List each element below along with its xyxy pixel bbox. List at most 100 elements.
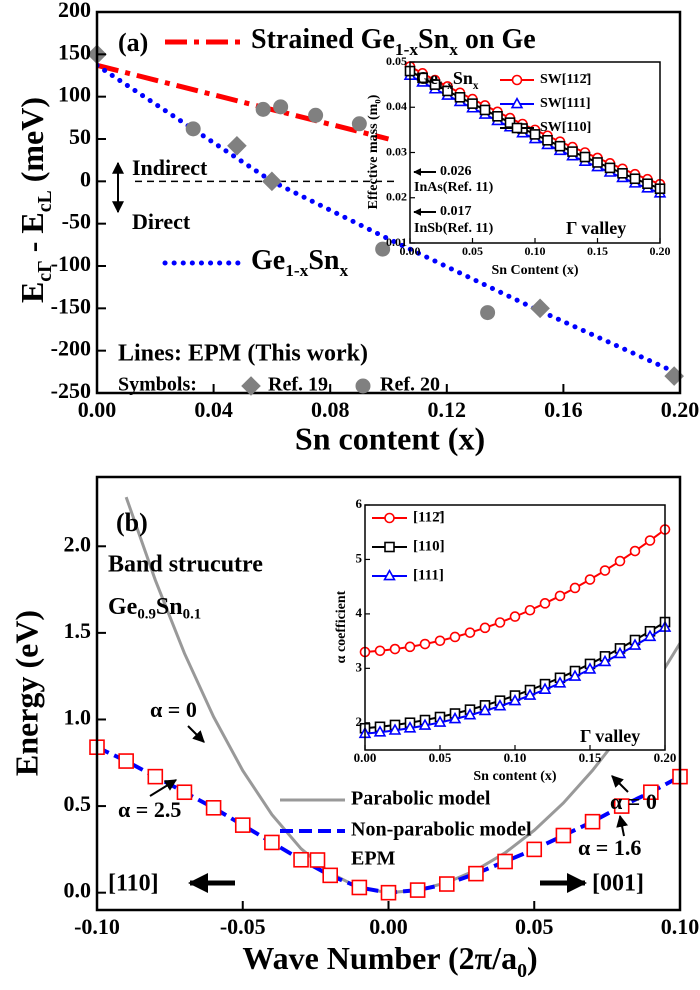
data-point [604,162,616,174]
data-point [579,151,591,163]
data-point [617,168,628,179]
legend-label: EPM [351,848,396,870]
annotation: (b) [116,508,148,537]
legend-marker [511,74,523,86]
x-tick-label: 0.20 [661,397,700,422]
data-point [262,171,282,192]
legend-label: SW[110] [540,120,591,135]
y-tick-label: 0 [80,166,91,191]
legend-label: Strained Ge1-xSnx on Ge [251,24,536,59]
y-tick-label: 200 [58,0,91,22]
legend-label-part: x [340,261,349,280]
x-axis-label: Wave Number (2π/a0) [242,940,537,981]
annotation-part: 0.1 [183,607,202,623]
x-axis-label: Sn content (x) [473,769,557,784]
x-tick-label: 0.00 [78,397,117,422]
legend-label-part: 1-x [395,40,418,59]
data-point [554,140,566,152]
data-point [643,784,659,801]
y-tick-label: 0.01 [386,235,407,249]
legend-label-part: x [449,40,458,59]
annotation-part: 0.9 [137,607,156,623]
arrow [149,779,178,797]
data-point [584,574,596,585]
y-tick-label: -50 [62,209,91,234]
plot-frame [95,10,682,395]
data-point [404,641,416,653]
x-tick-label: 0.10 [525,244,546,258]
legend-marker [383,568,396,581]
data-point [467,98,478,109]
annotation: 0.026 [440,164,472,179]
annotation: Ge1-xSnx [416,68,479,91]
y-tick-label: 150 [58,39,91,64]
data-point [569,582,581,594]
y-axis-label-part: 0 [372,99,382,103]
annotation: α = 0 [150,697,197,722]
annotation: Band strucutre [108,552,263,578]
data-point [322,867,339,884]
data-point [614,555,626,567]
y-tick-label: 0.03 [386,144,407,158]
annotation: α = 0 [610,789,657,814]
data-point [539,598,551,609]
x-tick-label: 0.10 [661,914,700,939]
x-tick-label: -0.05 [220,914,266,939]
annotation: InAs(Ref. 11) [414,180,494,195]
y-axis-label: Energy (eV) [8,610,44,776]
x-tick-label: 0.20 [650,244,671,258]
y-tick-label: 0.0 [64,878,92,903]
legend-marker [511,122,523,134]
series-line [97,62,390,142]
x-tick-label: 0.15 [579,750,602,765]
x-tick-label: 0.15 [587,244,608,258]
annotation: Γ valley [580,726,640,746]
data-point [584,813,601,830]
data-point [449,631,461,643]
data-point [526,841,543,858]
annotation: Γ valley [566,218,626,238]
data-point [409,882,426,898]
data-point [351,879,368,896]
data-point [629,173,641,185]
data-point [554,590,566,602]
annotation: α = 1.6 [578,835,641,860]
data-point [442,85,453,97]
legend-marker [510,96,524,109]
data-point [480,305,496,321]
data-point [644,535,656,546]
data-point [567,146,578,157]
data-point [542,134,553,146]
data-point [293,851,309,868]
data-point [373,725,387,737]
data-point [598,654,612,667]
annotation: Indirect [132,155,208,180]
data-point [493,699,507,711]
y-tick-label: 3 [356,659,363,674]
y-axis-label-part: ) [366,94,381,99]
data-point [613,646,627,659]
data-point [509,611,521,622]
data-point [523,688,537,700]
data-point [592,157,603,168]
x-axis-label-part: 0 [517,960,527,982]
data-point [454,91,466,103]
legend-label: Ge1-xSnx [251,245,349,280]
data-point [599,565,611,576]
data-point [176,784,193,801]
legend-label: [112̄] [413,509,445,525]
legend-label: SW[111] [540,96,591,111]
series-line [97,62,680,377]
x-tick-label: 0.00 [354,750,377,765]
annotation-part: Ge [108,594,138,620]
y-axis-label-part: (meV) [14,97,50,190]
y-axis-label-part: E [14,282,50,303]
data-point [538,682,552,694]
annotation: 0.017 [440,204,472,219]
y-tick-label: 50 [69,124,91,149]
data-point [628,638,642,650]
data-point [419,638,431,650]
y-tick-label: 0.04 [386,99,407,113]
annotation: [001] [592,871,644,897]
